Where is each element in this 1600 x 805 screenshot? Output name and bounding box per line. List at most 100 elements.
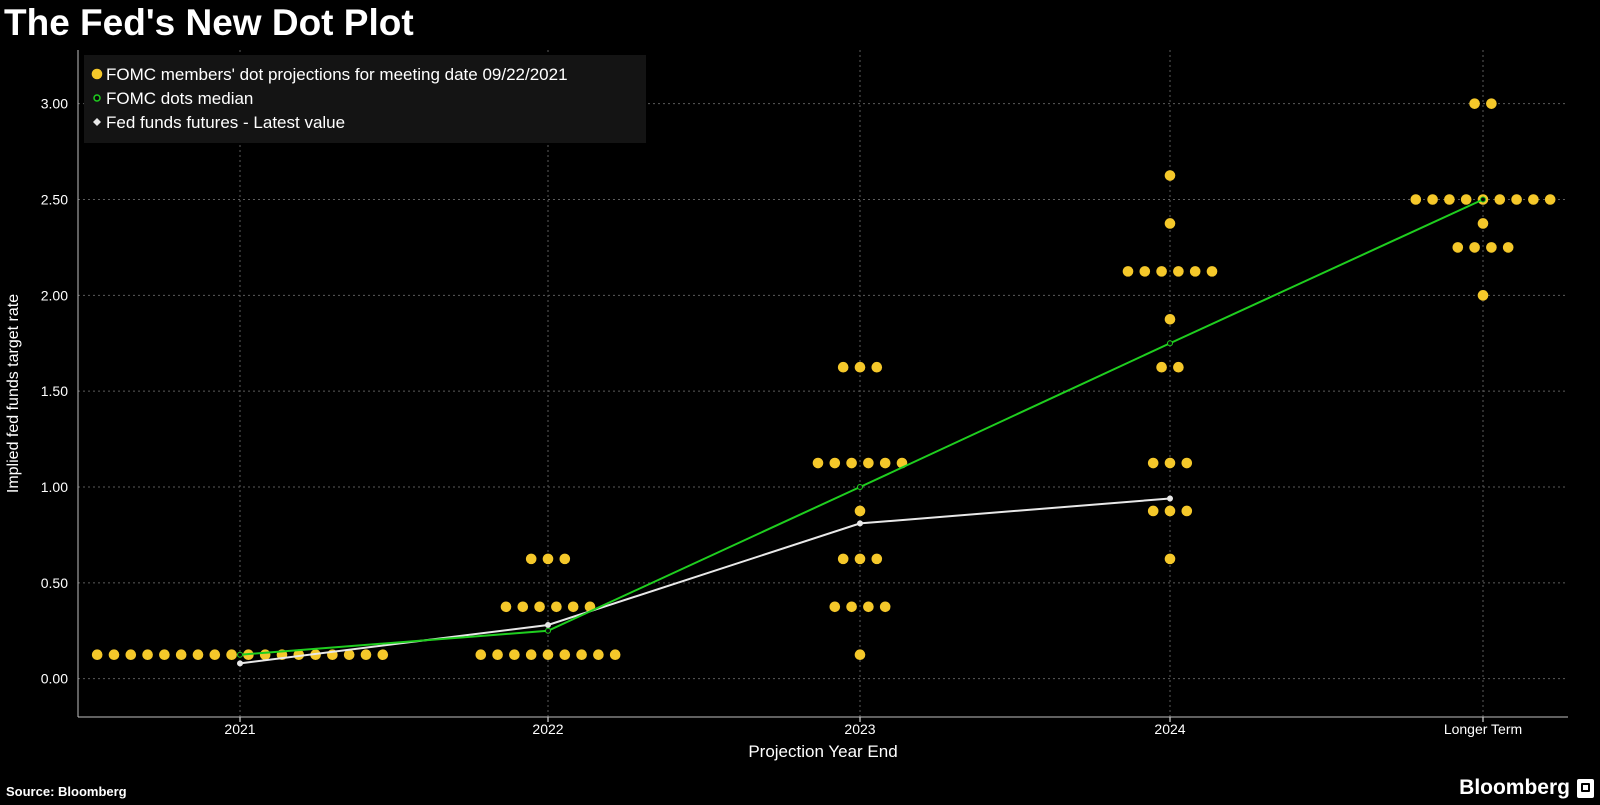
y-tick-label: 2.00: [41, 287, 68, 303]
fomc-dot: [812, 457, 824, 469]
legend-box: [84, 55, 646, 143]
fomc-dot: [879, 601, 891, 613]
fomc-dot: [525, 553, 537, 565]
futures-marker: [1167, 495, 1173, 502]
fomc-dot: [1477, 290, 1489, 301]
legend-futures-marker: [93, 118, 101, 126]
futures-marker: [237, 660, 243, 667]
y-axis-title: Implied fed funds target rate: [5, 294, 22, 493]
fomc-dot: [1147, 457, 1159, 469]
fomc-dot: [871, 553, 883, 565]
fomc-dot: [1502, 242, 1514, 253]
fomc-dot: [1156, 266, 1167, 277]
fomc-dot: [871, 361, 883, 373]
fomc-dot: [1460, 194, 1472, 205]
fomc-dot: [159, 649, 170, 661]
fomc-dot: [209, 649, 221, 661]
fomc-dot: [1139, 266, 1151, 277]
fomc-dot: [1528, 194, 1539, 205]
median-marker: [545, 627, 551, 634]
fomc-dot: [377, 649, 389, 661]
fomc-dot: [1469, 242, 1480, 253]
fomc-dot: [837, 361, 849, 373]
fomc-dot: [542, 553, 554, 565]
fomc-dot: [829, 601, 841, 613]
fomc-dot: [1164, 553, 1176, 565]
fomc-dot: [175, 649, 187, 661]
fomc-dot: [1164, 170, 1176, 181]
fomc-dot: [1173, 361, 1184, 373]
legend-entry-label: FOMC dots median: [106, 89, 253, 108]
fomc-dot: [879, 457, 891, 469]
fomc-dot: [509, 649, 520, 661]
fomc-dot: [142, 649, 153, 661]
median-marker: [857, 484, 863, 490]
fomc-dot: [1164, 505, 1176, 517]
fomc-dot: [559, 649, 571, 661]
y-tick-label: 0.00: [41, 671, 68, 687]
median-marker: [237, 651, 243, 658]
fomc-dot: [1189, 266, 1201, 277]
source-note: Source: Bloomberg: [6, 784, 127, 799]
fomc-dot: [1410, 194, 1422, 205]
bloomberg-logo: Bloomberg: [1459, 776, 1570, 799]
x-tick-label: 2022: [532, 721, 563, 737]
fomc-dot: [863, 457, 874, 469]
fomc-dot: [360, 649, 372, 661]
fomc-dot: [1444, 194, 1455, 205]
futures-marker: [857, 520, 863, 527]
fomc-dot: [226, 649, 237, 661]
fomc-dot: [475, 649, 487, 661]
bloomberg-icon: [1577, 779, 1594, 798]
chart-title: The Fed's New Dot Plot: [4, 2, 414, 43]
legend-entry-label: Fed funds futures - Latest value: [106, 113, 345, 132]
median-line: [239, 198, 1484, 656]
y-tick-label: 3.00: [41, 96, 68, 112]
median-marker: [1167, 340, 1173, 347]
x-tick-label: 2024: [1154, 721, 1185, 737]
fomc-dot: [609, 649, 621, 661]
y-tick-label: 2.50: [41, 192, 68, 208]
fomc-dot: [1122, 266, 1134, 277]
fomc-dot: [559, 553, 571, 565]
fomc-dot: [500, 601, 512, 613]
fomc-dot: [517, 601, 529, 613]
fomc-dot: [192, 649, 204, 661]
fomc-dot: [1164, 218, 1176, 229]
fomc-dot: [1156, 361, 1167, 373]
fomc-dot: [854, 361, 866, 373]
x-tick-label: 2023: [844, 721, 875, 737]
fomc-dot: [567, 601, 579, 613]
y-tick-label: 1.50: [41, 383, 68, 399]
fomc-dot: [854, 553, 866, 565]
fomc-dot: [542, 649, 554, 661]
fomc-dot: [525, 649, 537, 661]
fomc-dot: [108, 649, 120, 661]
fomc-dot: [1486, 242, 1497, 253]
fomc-dot: [1544, 194, 1556, 205]
fomc-dot: [1477, 218, 1489, 229]
fomc-dot: [576, 649, 587, 661]
fomc-dot: [593, 649, 604, 661]
legend-median-marker: [93, 94, 101, 102]
futures-marker: [545, 622, 551, 628]
fomc-dot: [1173, 266, 1184, 277]
fomc-dot: [1452, 242, 1464, 253]
fomc-dot: [854, 649, 866, 661]
legend-dot-marker: [91, 68, 103, 80]
fomc-dot: [534, 601, 545, 613]
fomc-dot: [846, 601, 857, 613]
fomc-dot: [1164, 457, 1176, 469]
fomc-dot: [1486, 98, 1497, 109]
fomc-dot: [1181, 505, 1193, 517]
fomc-dot: [854, 505, 866, 517]
fomc-dot: [1147, 505, 1159, 517]
fomc-dot: [863, 601, 874, 613]
fomc-dot: [259, 649, 271, 661]
fomc-dot: [1469, 98, 1480, 109]
median-marker: [1480, 196, 1486, 203]
fomc-dot: [846, 457, 857, 469]
fomc-dot: [492, 649, 503, 661]
fomc-dot: [1427, 194, 1438, 205]
fomc-dot: [1181, 457, 1193, 469]
